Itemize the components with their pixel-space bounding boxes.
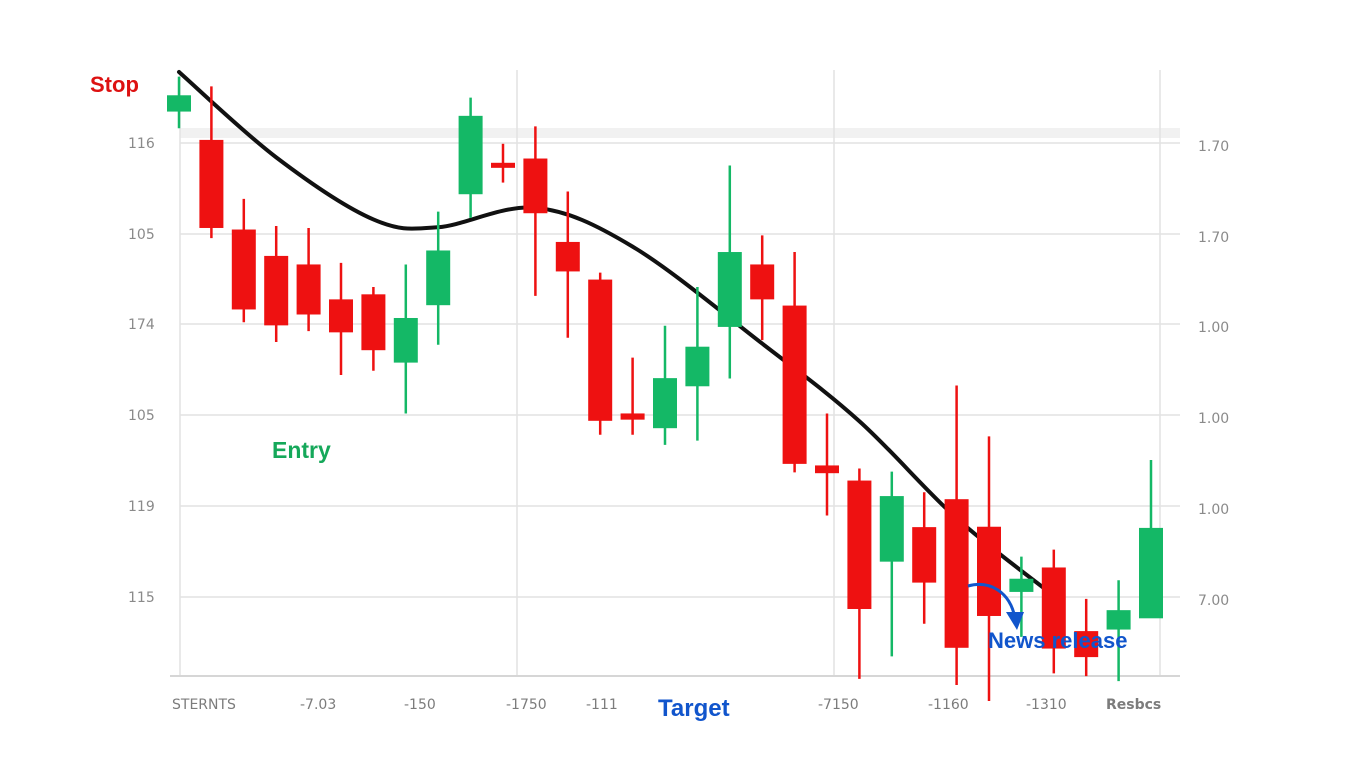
candle-up [879, 471, 904, 657]
right-tick-label: 1.70 [1198, 139, 1229, 155]
candle-body [264, 255, 289, 326]
candle-body [296, 264, 321, 315]
candle-down [815, 413, 839, 516]
candle-body [847, 480, 872, 609]
candle-body [750, 264, 775, 300]
candle-body [912, 527, 937, 583]
trend-curve [177, 70, 1056, 598]
candle-body [555, 241, 580, 272]
candle-body [523, 158, 548, 214]
candle-body [782, 305, 807, 464]
grid-band [180, 128, 1180, 138]
candle-body [199, 139, 224, 228]
left-tick-label: 119 [128, 499, 155, 515]
candle-down [296, 227, 321, 332]
candle-body [1009, 578, 1034, 592]
candle-body [426, 250, 451, 306]
right-tick-label: 1.70 [1198, 230, 1229, 246]
x-tick-label: -150 [404, 697, 436, 713]
candle-body [653, 378, 677, 429]
x-tick-label: -7.03 [300, 697, 336, 713]
candle-down [847, 468, 872, 679]
candle-up [167, 76, 191, 129]
candle-down [620, 357, 645, 435]
x-tick-label: -1750 [506, 697, 547, 713]
candle-up [1139, 460, 1163, 619]
candle-down [944, 385, 969, 686]
candle-up [653, 325, 677, 445]
target-label: Target [658, 695, 730, 722]
right-tick-label: 7.00 [1198, 593, 1229, 609]
candle-body [717, 252, 742, 327]
candle-down [782, 252, 807, 473]
right-tick-label: 1.00 [1198, 411, 1229, 427]
candle-up [685, 286, 710, 441]
candle-down [491, 143, 515, 183]
candle-down [361, 286, 386, 371]
candle-down [1074, 598, 1099, 677]
x-tick-label: STERNTS [172, 697, 236, 713]
candle-down [1041, 549, 1066, 674]
candle-up [1106, 580, 1131, 682]
candle-body [944, 499, 969, 648]
candle-up [1009, 556, 1034, 637]
stop-label: Stop [90, 72, 139, 97]
candle-body [685, 346, 710, 387]
candle-down [199, 86, 224, 239]
left-tick-label: 174 [128, 317, 155, 333]
candle-down [977, 436, 1001, 701]
candle-down [750, 235, 775, 341]
candle-body [1139, 527, 1163, 619]
news-arrow-icon [967, 583, 1017, 619]
candle-body [879, 496, 904, 562]
candle-body [393, 317, 418, 363]
news-release-label: News release [988, 628, 1127, 653]
candle-body [1106, 610, 1131, 630]
candles [167, 76, 1163, 701]
candle-body [1074, 631, 1099, 658]
candle-down [588, 272, 613, 435]
candle-body [588, 279, 613, 421]
left-tick-label: 116 [128, 136, 155, 152]
candle-body [329, 299, 353, 333]
candle-down [231, 198, 256, 323]
candle-up [717, 165, 742, 379]
x-tick-label: -1160 [928, 697, 969, 713]
candle-body [815, 465, 839, 474]
x-tick-label: -1310 [1026, 697, 1067, 713]
candle-down [523, 126, 548, 296]
x-tick-label: Resbcs [1106, 697, 1161, 713]
right-tick-label: 1.00 [1198, 502, 1229, 518]
axes: 116 105 174 105 119 115 1.70 1.70 1.00 1.00 1.00 7.… [128, 136, 1229, 713]
annotations: Stop Entry Target News release [90, 72, 1127, 722]
left-tick-label: 105 [128, 408, 155, 424]
x-tick-label: -111 [586, 697, 618, 713]
left-tick-label: 105 [128, 227, 155, 243]
entry-label: Entry [272, 437, 331, 463]
right-tick-label: 1.00 [1198, 320, 1229, 336]
candle-body [458, 115, 483, 195]
candle-body [361, 294, 386, 351]
candle-up [426, 211, 451, 345]
candle-body [167, 95, 191, 112]
candle-body [1041, 567, 1066, 649]
candle-up [393, 264, 418, 414]
trend-line [177, 70, 1056, 598]
candle-down [555, 191, 580, 338]
candle-up [458, 97, 483, 218]
left-tick-label: 115 [128, 590, 155, 606]
candle-down [264, 226, 289, 343]
candle-body [231, 229, 256, 310]
candle-down [329, 262, 353, 376]
news-arrow-head-icon [1006, 612, 1024, 630]
candle-down [912, 492, 937, 624]
candle-body [491, 162, 515, 168]
candle-body [977, 526, 1001, 616]
candle-body [620, 413, 645, 420]
x-tick-label: -7150 [818, 697, 859, 713]
